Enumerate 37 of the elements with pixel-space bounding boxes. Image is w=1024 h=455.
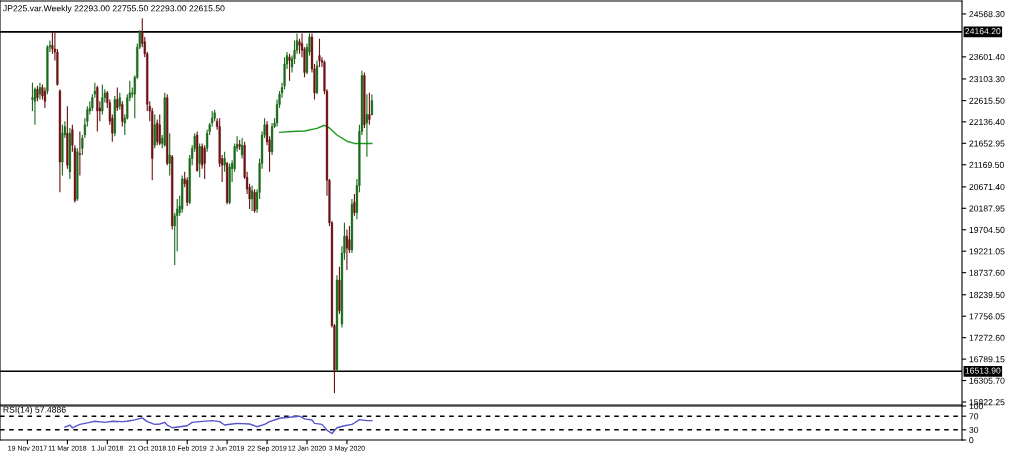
line-series	[64, 415, 373, 435]
y-tick-label: 23601.40	[969, 53, 1005, 61]
y-tick-label: 20671.40	[969, 183, 1005, 191]
y-tick-label: 16789.15	[969, 356, 1005, 363]
y-tick-label: 18239.50	[969, 291, 1005, 298]
candlestick	[353, 193, 356, 217]
y-tick-label: 24568.30	[969, 11, 1005, 18]
candlestick	[318, 38, 321, 68]
candlestick	[203, 144, 206, 180]
y-tick-label: 22136.40	[969, 118, 1005, 126]
candlestick	[158, 114, 161, 146]
y-tick-label: 18737.60	[969, 269, 1005, 276]
y-tick-label: 22615.50	[969, 97, 1005, 104]
y-tick-label: 17756.05	[969, 313, 1005, 320]
ref-line-label: 24164.20	[965, 28, 1001, 35]
candlestick	[43, 86, 47, 109]
ref-line-label: 16513.90	[965, 367, 1001, 374]
y-tick-label: 16305.70	[969, 377, 1005, 384]
candlestick	[186, 176, 189, 207]
chart-title: RSI(14) 57.4886	[3, 406, 66, 415]
y-tick-label: 17272.60	[969, 334, 1005, 341]
candlestick	[168, 132, 171, 176]
y-tick-label: 20187.95	[969, 205, 1005, 212]
y-tick-label: 0	[969, 437, 974, 444]
candlestick	[96, 85, 99, 133]
y-tick-label: 19221.05	[969, 248, 1005, 255]
y-tick-label: 21652.95	[969, 140, 1005, 147]
y-tick-label: 19704.50	[969, 226, 1005, 233]
chart-title: JP225.var.Weekly 22293.00 22755.50 22293.00 22615.50	[3, 5, 225, 14]
y-tick-label: 30	[969, 426, 979, 433]
y-tick-label: 23103.30	[969, 76, 1005, 83]
candlestick	[253, 188, 256, 214]
y-tick-label: 21169.50	[969, 161, 1004, 168]
candlestick	[370, 93, 373, 116]
candlestick	[156, 118, 159, 146]
y-tick-label: 70	[969, 413, 979, 420]
line-series	[278, 124, 373, 145]
